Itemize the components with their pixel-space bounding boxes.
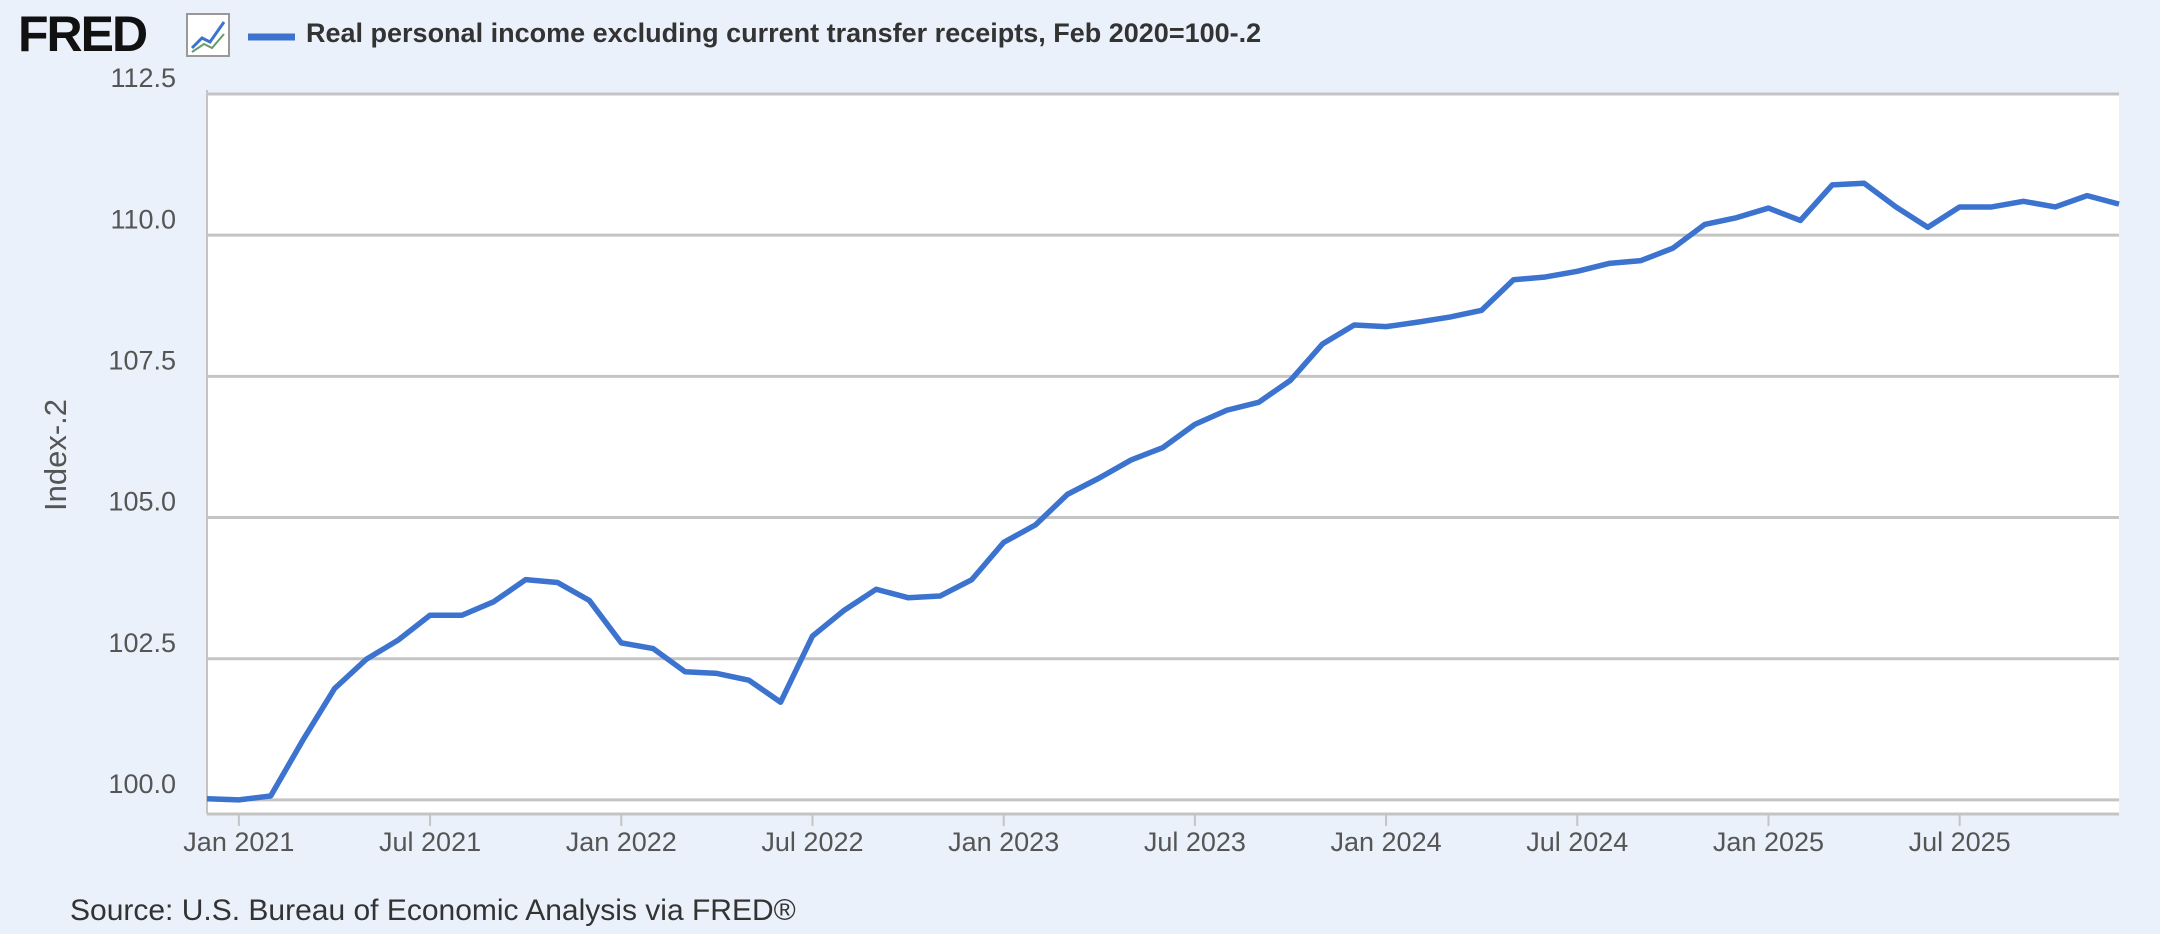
x-tick-label: Jul 2023	[1144, 827, 1246, 857]
y-tick-label: 110.0	[110, 204, 176, 234]
x-tick-label: Jul 2025	[1909, 827, 2011, 857]
data-line	[206, 180, 2120, 803]
y-axis-label: Index-.2	[38, 399, 73, 511]
x-tick-label: Jul 2021	[379, 827, 481, 857]
x-tick-label: Jan 2025	[1713, 827, 1824, 857]
logo: FRED	[18, 6, 147, 62]
x-tick-label: Jan 2021	[183, 827, 294, 857]
y-tick-label: 107.5	[108, 345, 176, 375]
y-tick-label: 102.5	[108, 628, 176, 658]
y-tick-label: 105.0	[108, 487, 176, 517]
x-tick-label: Jan 2024	[1331, 827, 1442, 857]
x-tick-label: Jan 2022	[566, 827, 677, 857]
legend-label: Real personal income excluding current t…	[306, 18, 1261, 48]
plot-area	[207, 94, 2119, 814]
y-tick-label: 100.0	[108, 769, 176, 799]
x-tick-label: Jul 2024	[1526, 827, 1628, 857]
source: Source: U.S. Bureau of Economic Analysis…	[70, 894, 796, 927]
x-tick-label: Jul 2022	[761, 827, 863, 857]
y-tick-label: 112.5	[110, 63, 176, 93]
x-tick-label: Jan 2023	[948, 827, 1059, 857]
chart-icon	[186, 13, 230, 57]
